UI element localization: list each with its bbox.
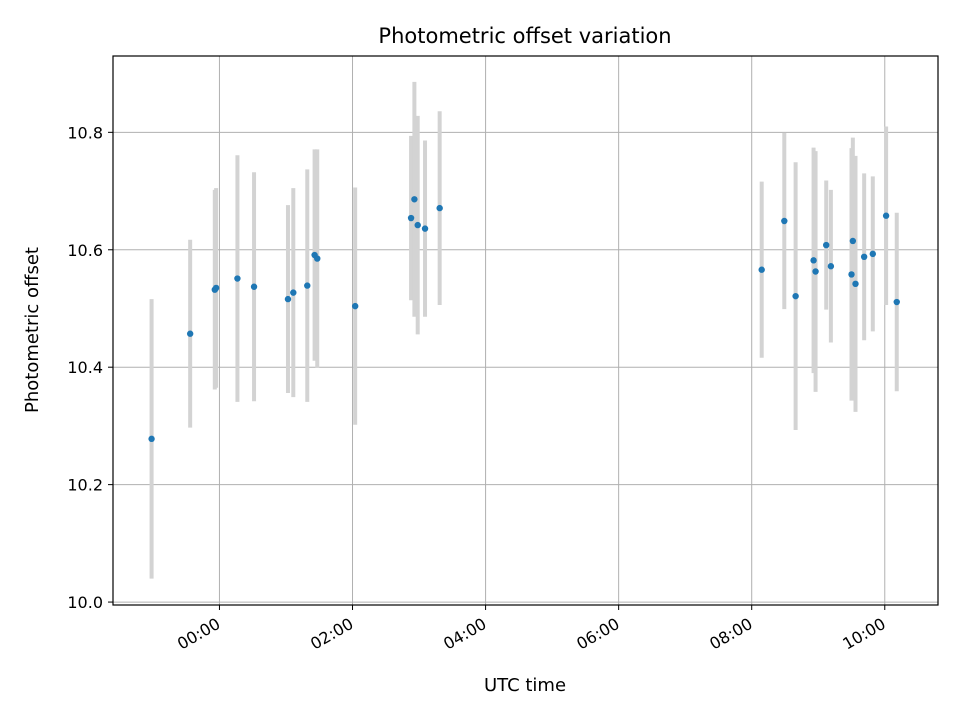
data-point — [436, 204, 443, 212]
data-point — [234, 275, 241, 282]
x-axis-title: UTC time — [484, 675, 566, 696]
data-point — [852, 280, 859, 288]
data-point — [882, 212, 890, 219]
data-point — [781, 217, 788, 225]
plot-frame — [112, 55, 939, 606]
y-tick-label: 10.4 — [67, 358, 103, 377]
data-point — [812, 268, 819, 275]
data-point — [351, 302, 359, 310]
data-point — [411, 196, 418, 203]
chart-title: Photometric offset variation — [378, 24, 671, 48]
data-point — [290, 289, 297, 296]
data-point — [304, 282, 311, 289]
data-point — [414, 221, 421, 229]
data-point — [314, 255, 321, 262]
y-tick-label: 10.0 — [67, 593, 103, 612]
data-point — [827, 263, 835, 270]
data-point — [284, 295, 292, 303]
grid — [113, 56, 938, 605]
data-point — [860, 253, 868, 261]
y-tick-label: 10.2 — [67, 476, 103, 495]
data-point — [250, 283, 258, 290]
data-points — [148, 196, 900, 443]
data-point — [421, 225, 429, 232]
data-point — [758, 266, 765, 273]
y-tick-label: 10.6 — [67, 241, 103, 260]
y-tick-label: 10.8 — [67, 123, 103, 142]
data-point — [186, 330, 194, 337]
data-point — [869, 250, 876, 258]
data-point — [792, 292, 799, 300]
data-point — [893, 298, 900, 306]
y-axis-ticks: 10.0 10.2 10.4 10.6 10.8 — [67, 123, 113, 612]
data-point — [823, 241, 830, 249]
data-point — [849, 237, 857, 245]
data-point — [212, 284, 220, 292]
data-point — [810, 257, 817, 264]
data-point — [848, 271, 855, 278]
data-point — [148, 435, 155, 443]
y-axis-title: Photometric offset — [22, 247, 43, 413]
data-point — [407, 214, 415, 222]
